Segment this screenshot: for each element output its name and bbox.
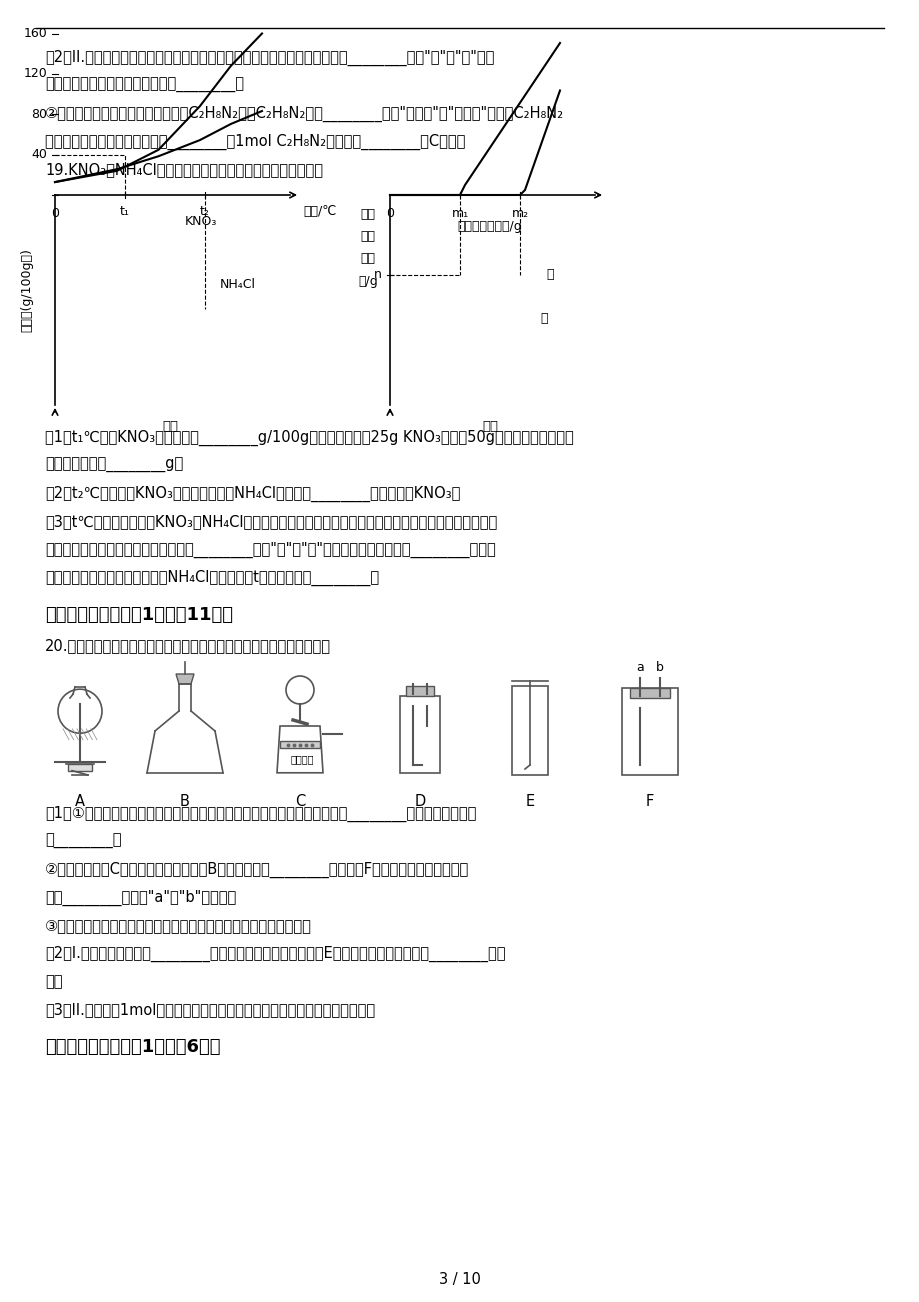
Text: 甲: 甲 <box>539 312 547 326</box>
Polygon shape <box>176 674 194 684</box>
Text: （2）II.室温下，铝能和稀盐酸反应，而钛不能，可判断钛的金属活动性比铝________（填"强"或"弱"），: （2）II.室温下，铝能和稀盐酸反应，而钛不能，可判断钛的金属活动性比铝____… <box>45 49 494 66</box>
Text: 3 / 10: 3 / 10 <box>438 1272 481 1286</box>
Text: b: b <box>655 661 664 674</box>
Text: 图二所示，原溶液中属于饱和溶液的是________（填"甲"、"乙"），其溶质质量分数为________（用含: 图二所示，原溶液中属于饱和溶液的是________（填"甲"、"乙"），其溶质质… <box>45 542 495 559</box>
Text: （1）t₁℃时，KNO₃的溶解度为________g/100g水，该温度下将25g KNO₃参加到50g水中，充分搅拌后所: （1）t₁℃时，KNO₃的溶解度为________g/100g水，该温度下将25… <box>45 430 573 447</box>
Text: （2）I.选择的发生装置为________（填字母序号）；可以用装置E收集甲烷，说明甲烷具有________的性: （2）I.选择的发生装置为________（填字母序号）；可以用装置E收集甲烷，… <box>45 947 505 962</box>
Bar <box>630 687 669 698</box>
Text: 应从________端（填"a"或"b"）通入。: 应从________端（填"a"或"b"）通入。 <box>45 891 236 906</box>
Text: 0: 0 <box>386 207 393 220</box>
Bar <box>68 764 92 771</box>
Text: NH₄Cl: NH₄Cl <box>220 279 255 292</box>
Text: （1）①用过氧化氢溶液和二氧化锰的混合物制取氧气，反响的化学方程式是________，反响的根本类型: （1）①用过氧化氢溶液和二氧化锰的混合物制取氧气，反响的化学方程式是______… <box>45 806 476 822</box>
Text: 温度/℃: 温度/℃ <box>302 204 335 217</box>
Text: 晶体: 晶体 <box>360 230 375 243</box>
Text: 120: 120 <box>23 68 47 81</box>
Bar <box>512 686 548 775</box>
Text: 40: 40 <box>31 148 47 161</box>
Text: B: B <box>180 794 189 809</box>
Text: ②火箭使用的一种燃料是偏二甲肼（C₂H₈N₂），C₂H₈N₂属于________（填"无机物"或"有机物"），在C₂H₈N₂: ②火箭使用的一种燃料是偏二甲肼（C₂H₈N₂），C₂H₈N₂属于________… <box>45 105 563 122</box>
Text: 是________。: 是________。 <box>45 835 121 849</box>
Text: n: n <box>374 268 381 281</box>
Text: F: F <box>645 794 653 809</box>
Text: D: D <box>414 794 425 809</box>
Text: C: C <box>295 794 305 809</box>
Text: E: E <box>525 794 534 809</box>
Text: 五、科学探究题（共1题；共6分）: 五、科学探究题（共1题；共6分） <box>45 1038 221 1056</box>
Text: 0: 0 <box>51 207 59 220</box>
Text: 乙: 乙 <box>545 268 553 281</box>
Text: 的质: 的质 <box>360 253 375 266</box>
Bar <box>405 686 434 697</box>
Text: 蒸发溶剂的质量/g: 蒸发溶剂的质量/g <box>457 220 522 233</box>
Text: 图一: 图一 <box>162 421 177 434</box>
Text: 写出铝与稀盐酸反应的化学方程式________。: 写出铝与稀盐酸反应的化学方程式________。 <box>45 78 244 92</box>
Text: 析出: 析出 <box>360 208 375 221</box>
Text: ②实验室用装置C制取二氧化碳，与装置B相比的优点是________。假设用F装置收集二氧化碳，气体: ②实验室用装置C制取二氧化碳，与装置B相比的优点是________。假设用F装置… <box>45 862 469 879</box>
Text: a: a <box>635 661 643 674</box>
Text: 中，碳、氢元素的原子个数比为________，1mol C₂H₈N₂中约含有________个C原子。: 中，碳、氢元素的原子个数比为________，1mol C₂H₈N₂中约含有__… <box>45 134 465 150</box>
Text: 溶解度(g/100g水): 溶解度(g/100g水) <box>20 249 33 332</box>
Text: 20.以下图是实验室制取气体常用的发生和收集装置，请答复有关问题。: 20.以下图是实验室制取气体常用的发生和收集装置，请答复有关问题。 <box>45 638 331 654</box>
Text: ③实验室常用加热无水醋酸钠和碱石灰固体混合物的方法制备甲烷。: ③实验室常用加热无水醋酸钠和碱石灰固体混合物的方法制备甲烷。 <box>45 918 312 934</box>
Text: （3）II.充分燃烧1mol甲烷，生成二氧化碳的质量为（根据化学方程式计算）。: （3）II.充分燃烧1mol甲烷，生成二氧化碳的质量为（根据化学方程式计算）。 <box>45 1003 375 1017</box>
Text: 160: 160 <box>23 27 47 40</box>
Text: 四、综合应用题（共1题；共11分）: 四、综合应用题（共1题；共11分） <box>45 605 233 624</box>
Text: 质。: 质。 <box>45 974 62 990</box>
Bar <box>279 741 320 749</box>
Text: 80: 80 <box>31 108 47 121</box>
Text: （2）t₂℃时，饱和KNO₃溶液中混有少量NH₄Cl，可采用________的方法提纯KNO₃。: （2）t₂℃时，饱和KNO₃溶液中混有少量NH₄Cl，可采用________的方… <box>45 486 460 503</box>
Text: 量/g: 量/g <box>357 275 378 288</box>
Text: m₁: m₁ <box>451 207 468 220</box>
Text: t₁: t₁ <box>120 204 130 217</box>
Text: 19.KNO₃与NH₄Cl在水中的溶解度曲线如图一所示，请答复：: 19.KNO₃与NH₄Cl在水中的溶解度曲线如图一所示，请答复： <box>45 161 323 177</box>
Bar <box>621 687 677 775</box>
Text: 图二: 图二 <box>482 421 497 434</box>
Text: 字母的代数式表示）；假设甲是NH₄Cl溶液，那么t的取值范围是________。: 字母的代数式表示）；假设甲是NH₄Cl溶液，那么t的取值范围是________。 <box>45 570 379 586</box>
Text: A: A <box>75 794 85 809</box>
Text: 得溶液的质量为________g。: 得溶液的质量为________g。 <box>45 458 183 473</box>
Text: （3）t℃时，将一定量的KNO₃和NH₄Cl溶液分别进展恒温蒸发，蒸发溶剂质量与析出晶体质量间的关系如: （3）t℃时，将一定量的KNO₃和NH₄Cl溶液分别进展恒温蒸发，蒸发溶剂质量与… <box>45 514 496 529</box>
Text: t₂: t₂ <box>199 204 210 217</box>
Bar <box>400 697 439 773</box>
Text: m₂: m₂ <box>511 207 528 220</box>
Text: KNO₃: KNO₃ <box>185 215 217 228</box>
Text: 多孔隔板: 多孔隔板 <box>289 754 313 764</box>
